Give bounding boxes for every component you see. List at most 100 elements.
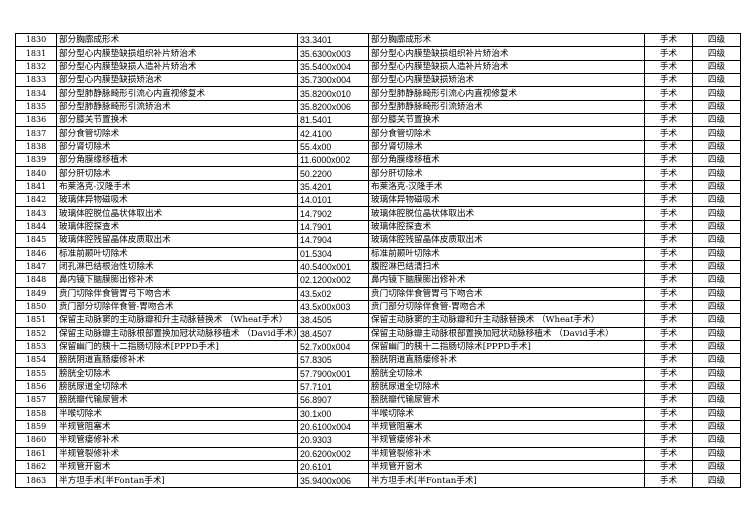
procedure-code-cell: 35.7300x004 bbox=[297, 73, 369, 88]
table-row: 1837 部分食管切除术 42.4100 部分食管切除术 手术 四级 bbox=[15, 126, 741, 141]
table-row: 1862 半规管开窗术 20.6101 半规管开窗术 手术 四级 bbox=[15, 459, 741, 475]
row-number-cell: 1840 bbox=[15, 166, 57, 181]
procedure-code-cell: 33.3401 bbox=[297, 32, 369, 48]
procedure-name-standard-cell: 部分肾切除术 bbox=[368, 139, 645, 155]
table-row: 1839 部分角膜缘移植术 11.6000x002 部分角膜缘移植术 手术 四级 bbox=[15, 153, 741, 168]
procedure-type-cell: 手术 bbox=[644, 379, 693, 395]
row-number-cell: 1857 bbox=[15, 393, 57, 408]
procedure-name-standard-cell: 部分角膜缘移植术 bbox=[368, 153, 645, 168]
table-row: 1855 膀胱全切除术 57.7900x001 膀胱全切除术 手术 四级 bbox=[15, 366, 741, 381]
row-number-cell: 1863 bbox=[15, 473, 57, 488]
table-row: 1863 半方坦手术[半Fontan手术] 35.9400x006 半方坦手术[半Fo… bbox=[15, 473, 741, 488]
procedure-name-standard-cell: 玻璃体腔脱位晶状体取出术 bbox=[368, 206, 645, 221]
procedure-type-cell: 手术 bbox=[644, 273, 693, 288]
procedure-level-cell: 四级 bbox=[692, 353, 741, 368]
procedure-level-cell: 四级 bbox=[692, 379, 741, 395]
procedure-level-cell: 四级 bbox=[692, 446, 741, 462]
procedure-name-cell: 闭孔淋巴结根治性切除术 bbox=[56, 259, 298, 275]
procedure-name-standard-cell: 半喉切除术 bbox=[368, 406, 645, 421]
table-row: 1858 半喉切除术 30.1x00 半喉切除术 手术 四级 bbox=[15, 406, 741, 421]
table-row: 1854 膀胱阴道直肠瘘修补术 57.8305 膀胱阴道直肠瘘修补术 手术 四级 bbox=[15, 353, 741, 368]
procedure-code-cell: 52.7x00x004 bbox=[297, 339, 369, 355]
procedure-type-cell: 手术 bbox=[644, 299, 693, 315]
procedure-type-cell: 手术 bbox=[644, 459, 693, 475]
procedure-type-cell: 手术 bbox=[644, 326, 693, 341]
procedure-type-cell: 手术 bbox=[644, 419, 693, 435]
procedure-type-cell: 手术 bbox=[644, 139, 693, 155]
procedure-name-standard-cell: 贲门切除伴食管胃弓下吻合术 bbox=[368, 286, 645, 301]
procedure-level-cell: 四级 bbox=[692, 166, 741, 181]
procedure-level-cell: 四级 bbox=[692, 86, 741, 101]
table-row: 1831 部分型心内膜垫缺损组织补片矫治术 35.6300x003 部分型心内膜垫缺损… bbox=[15, 46, 741, 61]
procedure-name-cell: 部分食管切除术 bbox=[56, 126, 298, 141]
procedure-name-cell: 部分胸廓成形术 bbox=[56, 32, 298, 48]
procedure-type-cell: 手术 bbox=[644, 113, 693, 128]
procedure-type-cell: 手术 bbox=[644, 286, 693, 301]
procedure-name-cell: 玻璃体腔脱位晶状体取出术 bbox=[56, 206, 298, 221]
procedure-type-cell: 手术 bbox=[644, 73, 693, 88]
procedure-code-cell: 20.6200x002 bbox=[297, 446, 369, 462]
procedure-type-cell: 手术 bbox=[644, 46, 693, 61]
procedure-name-cell: 部分型肺静脉畸形引流矫治术 bbox=[56, 99, 298, 115]
table-row: 1861 半规管裂修补术 20.6200x002 半规管裂修补术 手术 四级 bbox=[15, 446, 741, 462]
procedure-level-cell: 四级 bbox=[692, 419, 741, 435]
table-row: 1846 标准前颞叶切除术 01.5304 标准前颞叶切除术 手术 四级 bbox=[15, 246, 741, 261]
procedure-level-cell: 四级 bbox=[692, 406, 741, 421]
table-row: 1842 玻璃体异物磁吸术 14.0101 玻璃体异物磁吸术 手术 四级 bbox=[15, 193, 741, 208]
procedure-code-cell: 35.4201 bbox=[297, 179, 369, 195]
table-row: 1850 贲门部分切除伴食管-胃吻合术 43.5x00x003 贲门部分切除伴食管-胃… bbox=[15, 299, 741, 315]
procedure-level-cell: 四级 bbox=[692, 59, 741, 75]
procedure-name-standard-cell: 鼻内镜下脑膜膨出修补术 bbox=[368, 273, 645, 288]
row-number-cell: 1848 bbox=[15, 273, 57, 288]
row-number-cell: 1855 bbox=[15, 366, 57, 381]
procedure-code-cell: 57.7101 bbox=[297, 379, 369, 395]
procedure-code-cell: 20.6101 bbox=[297, 459, 369, 475]
procedure-name-standard-cell: 半规管阻塞术 bbox=[368, 419, 645, 435]
procedure-name-standard-cell: 保留幽门的胰十二指肠切除术[PPPD手术] bbox=[368, 339, 645, 355]
procedure-type-cell: 手术 bbox=[644, 233, 693, 248]
procedure-level-cell: 四级 bbox=[692, 193, 741, 208]
table-row: 1857 膀胱瓣代输尿管术 56.8907 膀胱瓣代输尿管术 手术 四级 bbox=[15, 393, 741, 408]
procedure-level-cell: 四级 bbox=[692, 153, 741, 168]
procedure-level-cell: 四级 bbox=[692, 219, 741, 235]
procedure-code-cell: 57.7900x001 bbox=[297, 366, 369, 381]
procedure-name-cell: 半规管开窗术 bbox=[56, 459, 298, 475]
table-row: 1856 膀胱尿道全切除术 57.7101 膀胱尿道全切除术 手术 四级 bbox=[15, 379, 741, 395]
table-row: 1838 部分肾切除术 55.4x00 部分肾切除术 手术 四级 bbox=[15, 139, 741, 155]
row-number-cell: 1856 bbox=[15, 379, 57, 395]
procedure-type-cell: 手术 bbox=[644, 59, 693, 75]
procedure-type-cell: 手术 bbox=[644, 393, 693, 408]
procedure-name-standard-cell: 部分食管切除术 bbox=[368, 126, 645, 141]
row-number-cell: 1853 bbox=[15, 339, 57, 355]
table-row: 1859 半规管阻塞术 20.6100x004 半规管阻塞术 手术 四级 bbox=[15, 419, 741, 435]
procedure-name-standard-cell: 半规管裂修补术 bbox=[368, 446, 645, 462]
procedure-name-cell: 部分肾切除术 bbox=[56, 139, 298, 155]
row-number-cell: 1843 bbox=[15, 206, 57, 221]
row-number-cell: 1851 bbox=[15, 313, 57, 328]
procedure-level-cell: 四级 bbox=[692, 246, 741, 261]
procedure-name-standard-cell: 部分型心内膜垫缺损组织补片矫治术 bbox=[368, 46, 645, 61]
procedure-level-cell: 四级 bbox=[692, 126, 741, 141]
procedure-code-cell: 11.6000x002 bbox=[297, 153, 369, 168]
procedure-level-cell: 四级 bbox=[692, 326, 741, 341]
procedure-type-cell: 手术 bbox=[644, 166, 693, 181]
procedure-type-cell: 手术 bbox=[644, 179, 693, 195]
table-row: 1834 部分型肺静脉畸形引流心内直视修复术 35.8200x010 部分型肺静脉畸形… bbox=[15, 86, 741, 101]
procedure-code-cell: 14.7902 bbox=[297, 206, 369, 221]
procedure-level-cell: 四级 bbox=[692, 459, 741, 475]
procedure-type-cell: 手术 bbox=[644, 433, 693, 448]
procedure-name-cell: 半规管阻塞术 bbox=[56, 419, 298, 435]
procedure-name-standard-cell: 膀胱阴道直肠瘘修补术 bbox=[368, 353, 645, 368]
row-number-cell: 1832 bbox=[15, 59, 57, 75]
procedure-name-standard-cell: 膀胱尿道全切除术 bbox=[368, 379, 645, 395]
procedure-type-cell: 手术 bbox=[644, 99, 693, 115]
procedure-type-cell: 手术 bbox=[644, 219, 693, 235]
procedure-table: 1830 部分胸廓成形术 33.3401 部分胸廓成形术 手术 四级 1831 部分型心内膜垫… bbox=[15, 32, 741, 488]
procedure-type-cell: 手术 bbox=[644, 353, 693, 368]
table-row: 1851 保留主动脉窦的主动脉瓣和升主动脉替换术 （Wheat手术） 38.4505… bbox=[15, 313, 741, 328]
table-body: 1830 部分胸廓成形术 33.3401 部分胸廓成形术 手术 四级 1831 部分型心内膜垫… bbox=[15, 32, 741, 488]
row-number-cell: 1849 bbox=[15, 286, 57, 301]
row-number-cell: 1859 bbox=[15, 419, 57, 435]
procedure-name-cell: 部分型心内膜垫缺损人造补片矫治术 bbox=[56, 59, 298, 75]
procedure-code-cell: 14.0101 bbox=[297, 193, 369, 208]
